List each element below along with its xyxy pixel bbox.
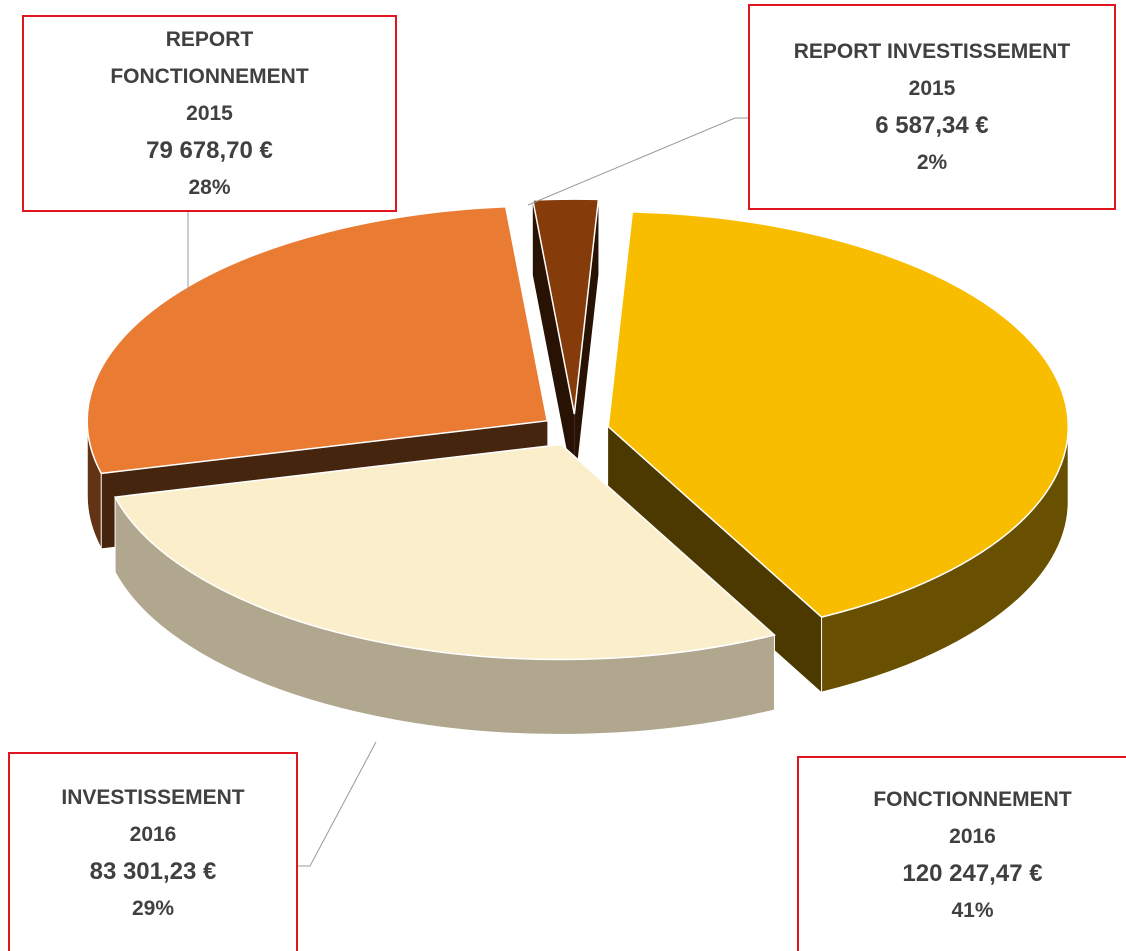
percent-label: 29% (131, 896, 175, 920)
value-label: 120 247,47 € (902, 859, 1043, 887)
category-label: REPORT FONCTIONNEMENT 2015 (110, 28, 309, 125)
data-label-box: INVESTISSEMENT 2016 83 301,23 € 29% (8, 752, 298, 951)
slice (531, 198, 600, 415)
leader-line (298, 741, 377, 867)
slice (607, 211, 1069, 618)
slice-edge (574, 199, 599, 490)
value-label: 83 301,23 € (89, 857, 217, 885)
category-label: INVESTISSEMENT 2016 (61, 785, 245, 846)
data-label-box: REPORT INVESTISSEMENT 2015 6 587,34 € 2% (748, 4, 1116, 210)
value-label: 6 587,34 € (875, 112, 989, 139)
data-label-box: REPORT FONCTIONNEMENT 2015 79 678,70 € 28% (22, 15, 397, 212)
percent-label: 41% (951, 898, 994, 922)
percent-label: 28% (188, 176, 231, 199)
category-label: FONCTIONNEMENT 2016 (873, 787, 1072, 848)
slice-edge (532, 199, 575, 490)
leader-line (527, 117, 748, 206)
data-label-box: FONCTIONNEMENT 2016 120 247,47 € 41% (797, 756, 1126, 951)
pie (86, 198, 1069, 735)
category-label: REPORT INVESTISSEMENT 2015 (793, 40, 1071, 100)
slice (113, 443, 777, 661)
percent-label: 2% (916, 151, 948, 174)
slice-edge (608, 426, 822, 693)
value-label: 79 678,70 € (146, 137, 273, 164)
slice (86, 205, 549, 475)
